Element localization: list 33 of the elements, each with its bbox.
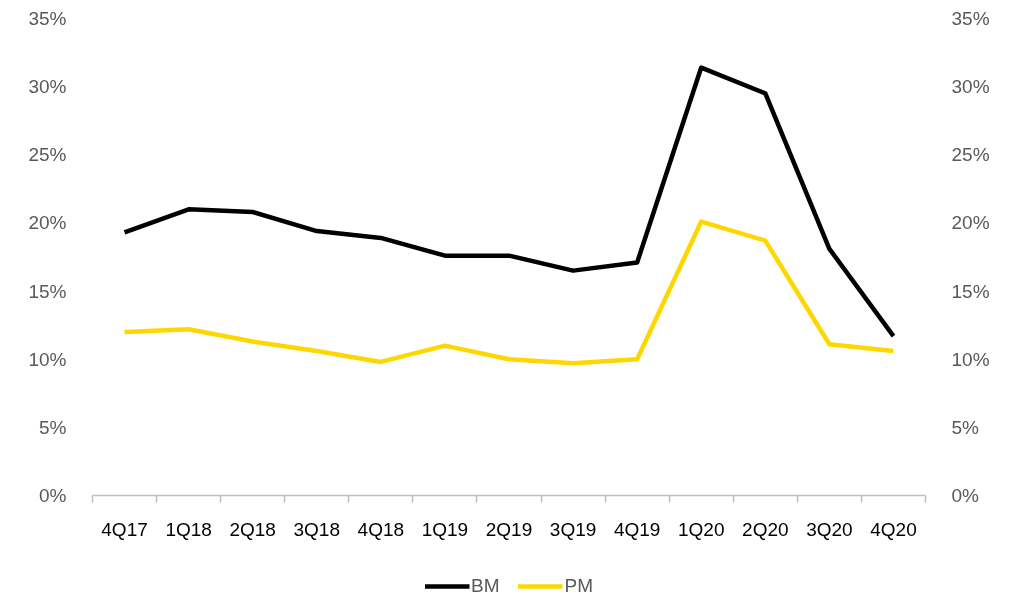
x-tick-label: 4Q20 <box>870 518 917 540</box>
y-tick-label: 10% <box>28 348 67 370</box>
y2-tick-label: 15% <box>951 280 990 302</box>
x-tick-label: 2Q20 <box>742 518 789 540</box>
y2-tick-label: 5% <box>951 416 980 438</box>
x-tick-label: 1Q18 <box>165 518 212 540</box>
y2-tick-label: 35% <box>951 8 990 29</box>
y2-tick-label: 25% <box>951 144 990 166</box>
y-tick-label: 25% <box>28 144 67 166</box>
y-tick-label: 30% <box>28 76 67 98</box>
y2-tick-label: 30% <box>951 76 990 98</box>
legend-label: BM <box>471 575 500 597</box>
x-tick-label: 4Q19 <box>613 518 661 540</box>
x-tick-label: 1Q20 <box>677 518 725 540</box>
y2-tick-label: 20% <box>951 212 990 234</box>
x-tick-label: 4Q17 <box>101 518 148 540</box>
x-tick-label: 2Q19 <box>485 518 533 540</box>
y-tick-label: 35% <box>28 8 67 29</box>
line-series <box>122 65 896 339</box>
y-tick-label: 20% <box>28 212 67 234</box>
x-tick-label: 3Q20 <box>806 518 853 540</box>
y-tick-label: 15% <box>28 280 67 302</box>
x-tick-label: 2Q18 <box>229 518 276 540</box>
line-series <box>122 219 896 366</box>
x-tick-label: 4Q18 <box>357 518 405 540</box>
x-tick-label: 3Q18 <box>293 518 341 540</box>
y2-tick-label: 0% <box>951 485 980 506</box>
y-tick-label: 5% <box>39 416 67 438</box>
x-tick-label: 3Q19 <box>549 518 597 540</box>
y-tick-label: 0% <box>39 485 67 506</box>
y2-tick-label: 10% <box>951 348 990 370</box>
legend-label: PM <box>564 575 593 597</box>
x-tick-label: 1Q19 <box>421 518 469 540</box>
